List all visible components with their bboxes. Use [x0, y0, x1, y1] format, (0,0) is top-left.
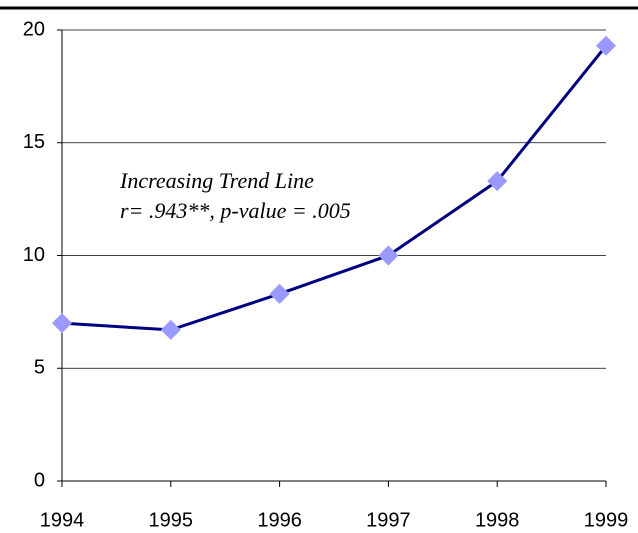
x-tick-label: 1994 [40, 509, 85, 531]
y-tick-label: 0 [34, 469, 45, 491]
x-tick-label: 1997 [366, 509, 411, 531]
line [61, 44, 608, 332]
marker [52, 313, 72, 334]
y-tick-label: 10 [23, 244, 45, 266]
y-tick-label: 5 [34, 357, 45, 379]
x-tick-label: 1996 [257, 509, 302, 531]
x-tick-label: 1999 [584, 509, 629, 531]
marker [269, 283, 290, 304]
marker [378, 245, 399, 266]
marker [487, 171, 508, 192]
marker [596, 35, 616, 56]
x-tick-label: 1998 [475, 509, 520, 531]
x-tick-label: 1995 [149, 509, 194, 531]
annotation: Increasing Trend Line [119, 168, 314, 193]
y-tick-label: 20 [23, 18, 45, 40]
annotation: r= .943**, p-value = .005 [120, 198, 351, 223]
y-tick-label: 15 [23, 131, 45, 153]
marker [160, 319, 181, 340]
